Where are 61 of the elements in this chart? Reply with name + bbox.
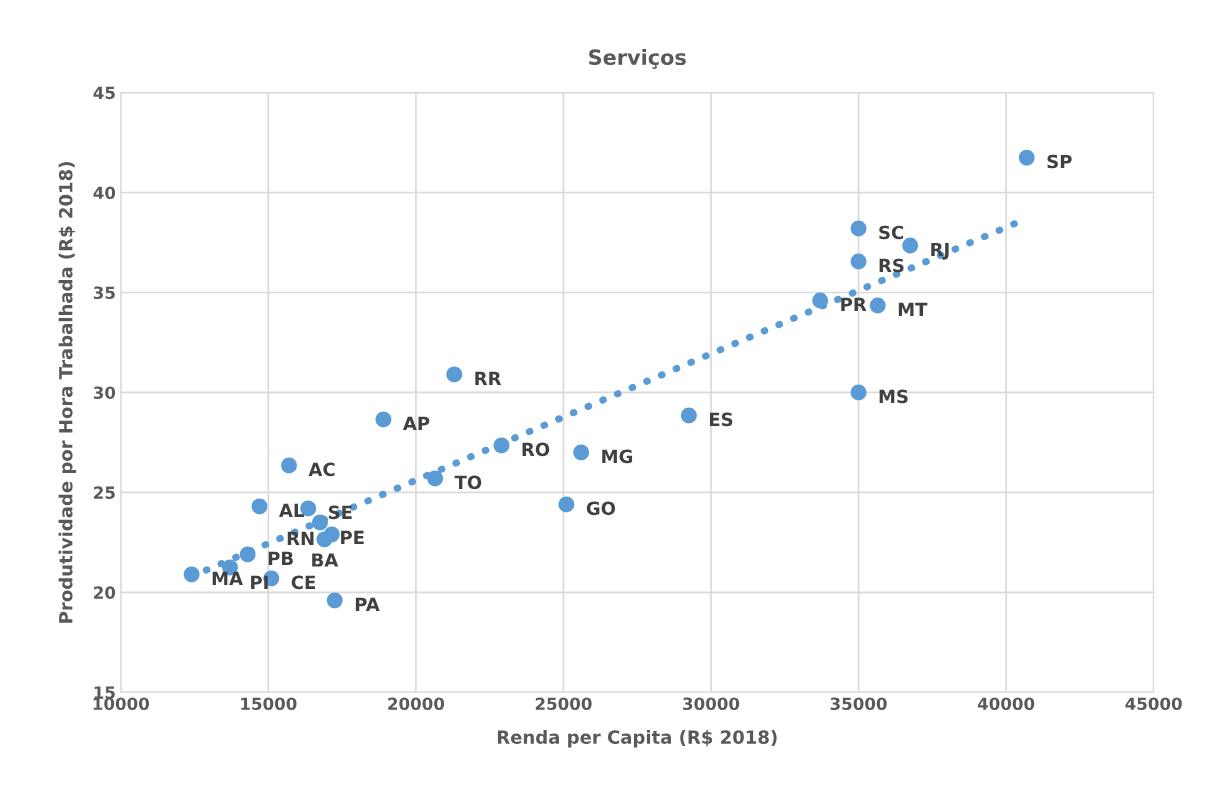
y-tick-label: 30 [93, 386, 116, 400]
point [902, 237, 919, 254]
point [446, 366, 463, 383]
point [850, 253, 867, 270]
x-axis-title: Renda per Capita (R$ 2018) [497, 729, 777, 748]
y-tick-label: 45 [93, 86, 115, 100]
point [312, 514, 328, 531]
data-label: RS [879, 258, 904, 273]
point [239, 546, 256, 563]
data-label: PI [251, 575, 268, 590]
point [680, 407, 697, 424]
y-tick-label: 20 [94, 586, 116, 599]
point [251, 498, 268, 515]
point [493, 437, 510, 454]
point [558, 496, 575, 513]
y-axis-title: Produtividade por Hora Trabalhada (R$ 2018) [58, 162, 77, 623]
data-label: MA [212, 571, 243, 585]
data-label: GO [586, 501, 616, 516]
point [812, 292, 829, 309]
y-tick-label: 25 [94, 486, 115, 499]
x-tick-label: 40000 [977, 697, 1035, 711]
chart-title: Serviços [589, 48, 686, 69]
data-label: PE [341, 530, 364, 545]
point [869, 297, 886, 314]
x-tick-label: 35000 [830, 697, 887, 711]
y-tick-label: 35 [93, 286, 115, 300]
data-label: CE [291, 575, 316, 590]
x-tick-label: 25000 [535, 697, 592, 711]
point [183, 566, 200, 583]
data-label: MG [602, 449, 633, 464]
data-label: BA [312, 553, 339, 567]
point [1018, 149, 1035, 166]
point [573, 444, 590, 461]
data-label: MS [879, 389, 908, 404]
data-label: PA [355, 597, 380, 611]
data-label: TO [454, 475, 482, 490]
data-label: AP [402, 416, 430, 430]
data-label: ES [709, 412, 733, 427]
x-tick-label: 30000 [683, 697, 740, 711]
data-label: RR [475, 371, 502, 385]
point [427, 470, 443, 487]
data-label: SC [879, 225, 904, 240]
y-tick-label: 40 [93, 186, 116, 200]
point [850, 220, 867, 237]
data-label: SP [1047, 154, 1072, 169]
x-tick-label: 10000 [93, 697, 149, 711]
data-label: PR [841, 297, 867, 312]
point [281, 457, 297, 474]
data-label: RO [522, 442, 550, 457]
x-tick-label: 45000 [1125, 697, 1182, 711]
data-label: RJ [931, 242, 949, 260]
point [375, 411, 392, 428]
point [850, 384, 867, 401]
point [316, 531, 333, 548]
data-label: PB [268, 551, 293, 565]
point [326, 592, 343, 609]
x-tick-label: 20000 [388, 697, 445, 711]
data-label: RN [287, 531, 314, 545]
data-label: MT [898, 302, 928, 317]
data-label: AC [308, 462, 335, 477]
x-tick-label: 15000 [241, 697, 297, 711]
